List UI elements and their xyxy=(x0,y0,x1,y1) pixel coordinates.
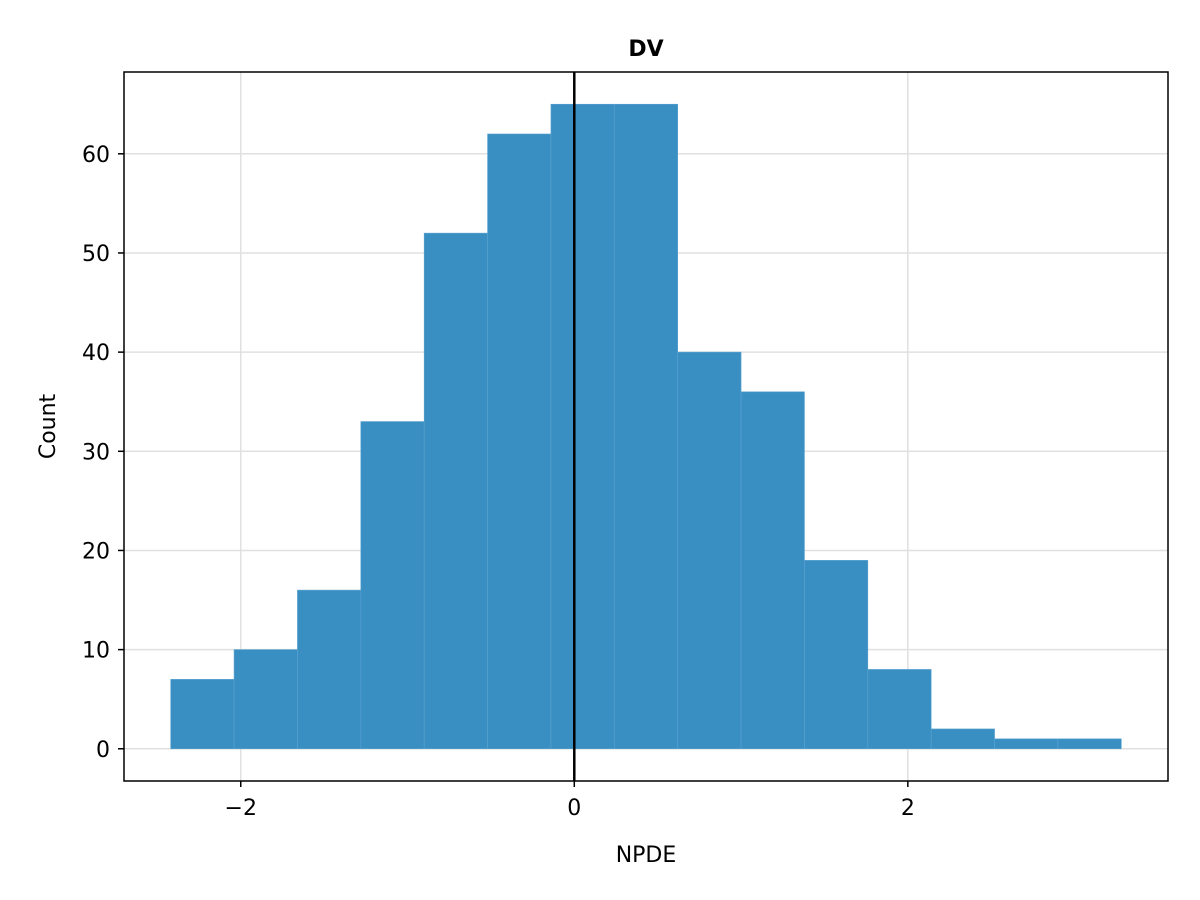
histogram-bar xyxy=(804,560,869,750)
x-tick-label: 0 xyxy=(567,796,581,821)
histogram-bar xyxy=(994,738,1059,750)
histogram-bar xyxy=(360,421,425,750)
y-tick-label: 0 xyxy=(96,738,110,763)
histogram-bar xyxy=(487,133,552,750)
histogram-bar xyxy=(297,589,362,750)
y-tick-label: 20 xyxy=(82,539,110,564)
y-tick-label: 50 xyxy=(82,242,110,267)
histogram-bar xyxy=(677,351,742,750)
histogram-bar xyxy=(233,649,298,750)
x-tick-label: −2 xyxy=(225,796,257,821)
histogram-bar xyxy=(740,391,805,750)
histogram-bar xyxy=(614,103,678,750)
bars-layer xyxy=(170,103,1122,750)
x-tick-label: 2 xyxy=(901,796,915,821)
y-axis-label: Count xyxy=(36,393,61,459)
histogram-bar xyxy=(170,679,235,750)
histogram-bar xyxy=(867,669,932,750)
plot-frame xyxy=(123,71,1169,782)
chart-title: DV xyxy=(628,37,663,62)
y-tick-label: 30 xyxy=(82,440,110,465)
y-tick-label: 40 xyxy=(82,341,110,366)
histogram-bar xyxy=(930,728,995,750)
histogram-bar xyxy=(550,103,615,750)
x-axis-label: NPDE xyxy=(616,843,677,868)
y-axis-ticks: 0 10 20 30 40 50 60 xyxy=(82,143,124,763)
y-tick-label: 10 xyxy=(82,639,110,664)
histogram-bar xyxy=(1057,738,1122,750)
histogram-bar xyxy=(423,232,488,750)
y-tick-label: 60 xyxy=(82,143,110,168)
x-axis-ticks: −2 0 2 xyxy=(225,781,915,821)
